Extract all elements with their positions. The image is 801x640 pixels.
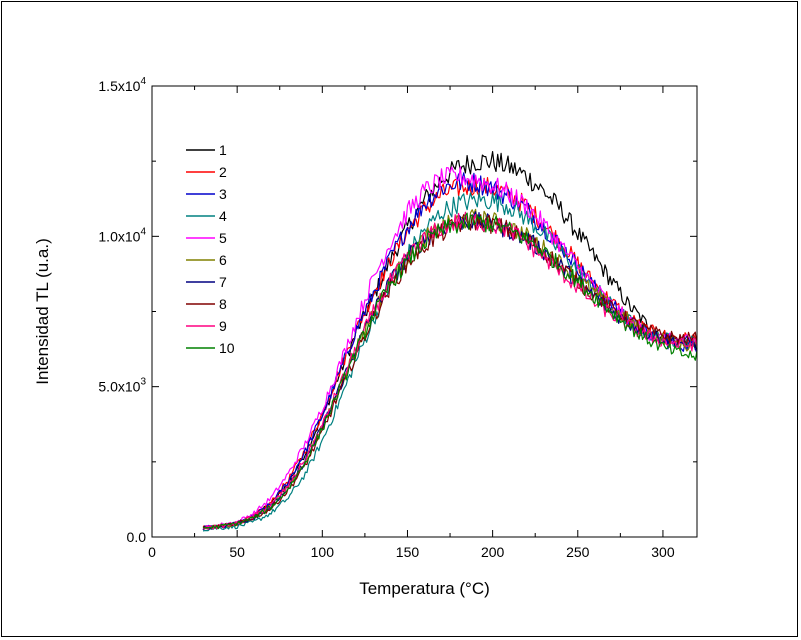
- legend-label: 6: [219, 252, 227, 268]
- ticks-layer: 0 50 100 150 200 250 300 0.0 5.0x103 1.0x104 1.5x1…: [98, 76, 697, 560]
- legend-label: 8: [219, 296, 227, 312]
- x-tick-label: 50: [229, 544, 245, 560]
- legend: 1 2 3 4 5 6 7 8 9 10: [186, 142, 235, 356]
- x-tick-label: 250: [566, 544, 590, 560]
- y-tick-label: 0.0: [127, 529, 147, 545]
- y-tick-label: 1.0x104: [98, 226, 146, 244]
- legend-label: 7: [219, 274, 227, 290]
- series-line-3: [202, 172, 698, 531]
- legend-label: 9: [219, 318, 227, 334]
- legend-label: 10: [219, 340, 235, 356]
- series-line-10: [202, 212, 698, 530]
- series-line-4: [202, 192, 698, 532]
- series-line-6: [202, 208, 698, 530]
- x-tick-label: 200: [481, 544, 505, 560]
- x-tick-label: 300: [651, 544, 675, 560]
- legend-label: 1: [219, 142, 227, 158]
- x-tick-label: 150: [396, 544, 420, 560]
- x-axis-title: Temperatura (°C): [359, 579, 490, 598]
- y-axis-title: Intensidad TL (u.a.): [33, 238, 52, 384]
- legend-label: 3: [219, 186, 227, 202]
- legend-label: 2: [219, 164, 227, 180]
- x-tick-label: 0: [148, 544, 156, 560]
- x-tick-label: 100: [311, 544, 335, 560]
- series-line-7: [202, 211, 697, 531]
- y-tick-label: 1.5x104: [98, 76, 146, 94]
- legend-label: 5: [219, 230, 227, 246]
- y-tick-label: 5.0x103: [98, 377, 146, 395]
- series-line-1: [202, 151, 698, 530]
- series-line-8: [202, 214, 698, 530]
- series-layer: [202, 151, 698, 532]
- legend-label: 4: [219, 208, 227, 224]
- series-line-9: [203, 211, 698, 531]
